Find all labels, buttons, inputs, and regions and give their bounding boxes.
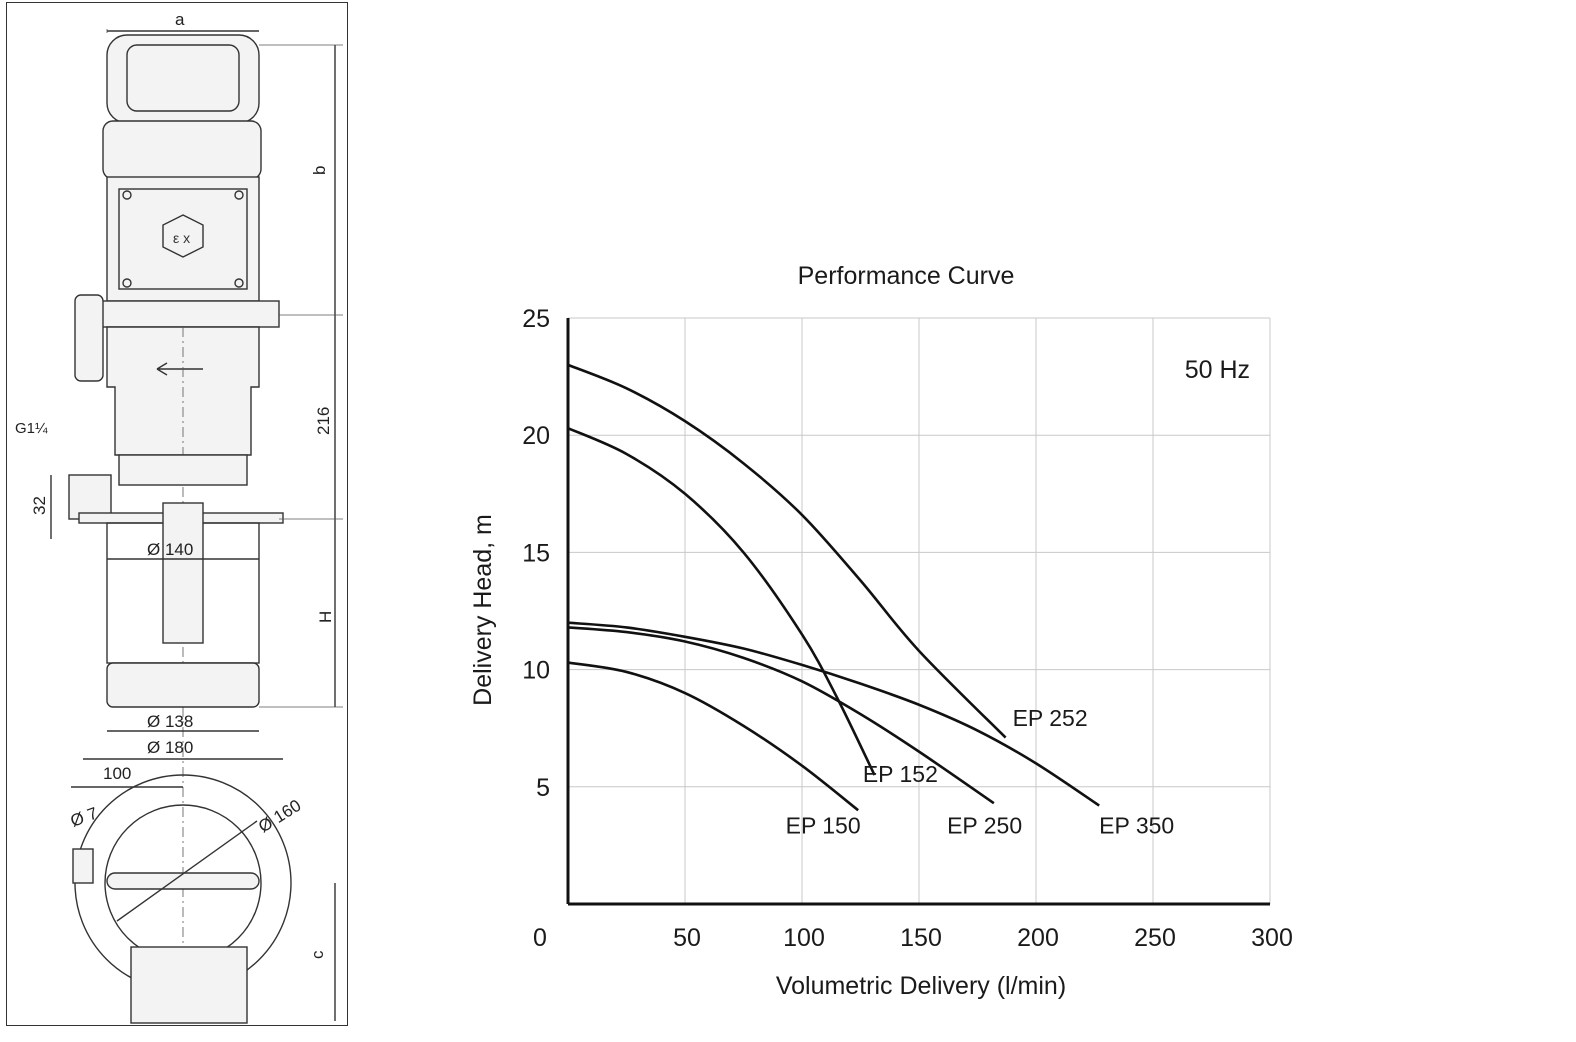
dia-7-label: Ø 7 xyxy=(68,804,100,831)
dim-h-label: H xyxy=(316,611,335,623)
curve-ep-350 xyxy=(567,621,1100,807)
chart-axes xyxy=(566,318,1270,906)
curve-ep-252 xyxy=(567,363,1007,739)
x-tick-label: 150 xyxy=(900,924,942,952)
x-axis-label: Volumetric Delivery (l/min) xyxy=(776,972,1066,1000)
y-tick-label: 5 xyxy=(536,774,550,802)
series-label-ep-152: EP 152 xyxy=(863,761,938,787)
pump-dimension-drawing: ε x xyxy=(15,10,343,1024)
dia-138-label: Ø 138 xyxy=(147,712,193,731)
curve-ep-250 xyxy=(567,626,995,805)
dim-a-label: a xyxy=(175,10,185,29)
dim-32-label: 32 xyxy=(30,496,49,515)
series-label-ep-150: EP 150 xyxy=(786,813,861,839)
curve-ep-150 xyxy=(567,661,859,812)
mounting-flange xyxy=(86,300,280,328)
dia-180-label: Ø 180 xyxy=(147,738,193,757)
chart-grid xyxy=(568,317,1271,904)
immersion-tube xyxy=(106,502,260,708)
thread-label: G1¼ xyxy=(15,420,48,437)
x-tick-label: 100 xyxy=(783,924,825,952)
series-label-ep-350: EP 350 xyxy=(1099,813,1174,839)
y-axis-label: Delivery Head, m xyxy=(469,514,497,706)
dim-100-label: 100 xyxy=(103,764,131,783)
series-label-ep-252: EP 252 xyxy=(1013,705,1088,731)
clamp-handle xyxy=(74,294,104,382)
chart-title: Performance Curve xyxy=(798,262,1015,290)
chart-ticks: 0 50 100 150 200 250 300 5 10 15 20 25 xyxy=(522,305,1293,952)
curve-ep-152 xyxy=(567,426,876,776)
x-tick-label: 300 xyxy=(1251,924,1293,952)
dia-140-label: Ø 140 xyxy=(147,540,193,559)
y-tick-label: 20 xyxy=(522,422,550,450)
dim-216-label: 216 xyxy=(314,407,333,435)
x-tick-label: 0 xyxy=(533,924,547,952)
frequency-annotation: 50 Hz xyxy=(1185,356,1250,384)
x-tick-label: 50 xyxy=(673,924,701,952)
y-tick-label: 25 xyxy=(522,305,550,333)
x-tick-label: 200 xyxy=(1017,924,1059,952)
technical-drawing-panel: ε x xyxy=(6,2,348,1026)
motor-housing: ε x xyxy=(106,176,260,302)
dim-b-label: b xyxy=(310,166,329,175)
terminal-box-cap xyxy=(102,34,262,180)
x-tick-label: 250 xyxy=(1134,924,1176,952)
dia-160-label: Ø 160 xyxy=(255,796,304,837)
svg-text:ε x: ε x xyxy=(173,230,190,246)
y-tick-label: 10 xyxy=(522,657,550,685)
chart-curves xyxy=(567,363,1100,812)
y-tick-label: 15 xyxy=(522,539,550,567)
plan-view xyxy=(72,774,292,1024)
dim-c-label: c xyxy=(308,950,327,959)
dimension-lines xyxy=(50,29,343,1021)
series-label-ep-250: EP 250 xyxy=(947,813,1022,839)
